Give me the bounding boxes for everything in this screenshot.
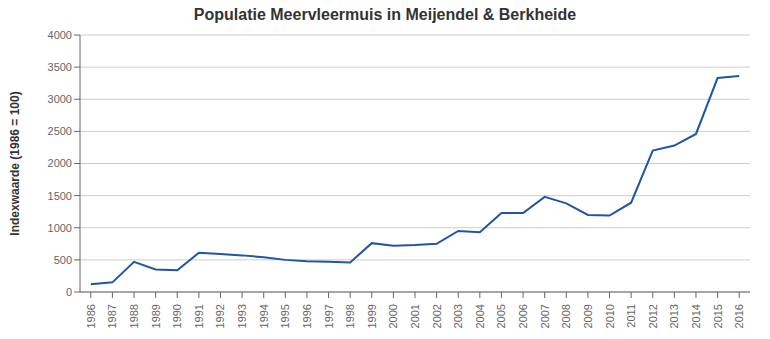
svg-text:2011: 2011 xyxy=(625,304,637,328)
svg-text:1998: 1998 xyxy=(344,304,356,328)
svg-text:4000: 4000 xyxy=(48,30,72,41)
svg-text:1986: 1986 xyxy=(85,304,97,328)
svg-text:1988: 1988 xyxy=(128,304,140,328)
svg-text:1992: 1992 xyxy=(214,304,226,328)
svg-text:1994: 1994 xyxy=(258,304,270,328)
svg-text:3000: 3000 xyxy=(48,93,72,105)
svg-text:2500: 2500 xyxy=(48,125,72,137)
svg-text:1991: 1991 xyxy=(193,304,205,328)
svg-text:2005: 2005 xyxy=(495,304,507,328)
svg-text:2009: 2009 xyxy=(582,304,594,328)
svg-text:2006: 2006 xyxy=(517,304,529,328)
svg-text:1995: 1995 xyxy=(279,304,291,328)
svg-text:2013: 2013 xyxy=(668,304,680,328)
svg-text:3500: 3500 xyxy=(48,61,72,73)
svg-text:2001: 2001 xyxy=(409,304,421,328)
svg-text:Indexwaarde (1986 = 100): Indexwaarde (1986 = 100) xyxy=(8,91,22,235)
svg-text:2008: 2008 xyxy=(560,304,572,328)
svg-text:1997: 1997 xyxy=(323,304,335,328)
svg-text:2000: 2000 xyxy=(387,304,399,328)
svg-text:0: 0 xyxy=(66,286,72,298)
html-text:Populatie Meervleermuis in Mei: Populatie Meervleermuis in Meijendel & B… xyxy=(193,6,577,23)
svg-text:2002: 2002 xyxy=(431,304,443,328)
svg-text:2003: 2003 xyxy=(452,304,464,328)
svg-text:2004: 2004 xyxy=(474,304,486,328)
svg-text:1000: 1000 xyxy=(48,222,72,234)
svg-text:2014: 2014 xyxy=(690,304,702,328)
svg-text:2000: 2000 xyxy=(48,157,72,169)
svg-text:1999: 1999 xyxy=(366,304,378,328)
svg-text:2015: 2015 xyxy=(712,304,724,328)
svg-text:1993: 1993 xyxy=(236,304,248,328)
svg-text:1987: 1987 xyxy=(106,304,118,328)
svg-text:1989: 1989 xyxy=(150,304,162,328)
svg-text:2010: 2010 xyxy=(604,304,616,328)
svg-text:500: 500 xyxy=(54,254,72,266)
svg-text:2016: 2016 xyxy=(733,304,745,328)
svg-text:1500: 1500 xyxy=(48,190,72,202)
svg-text:1990: 1990 xyxy=(171,304,183,328)
svg-text:2012: 2012 xyxy=(647,304,659,328)
svg-text:1996: 1996 xyxy=(301,304,313,328)
svg-text:2007: 2007 xyxy=(539,304,551,328)
